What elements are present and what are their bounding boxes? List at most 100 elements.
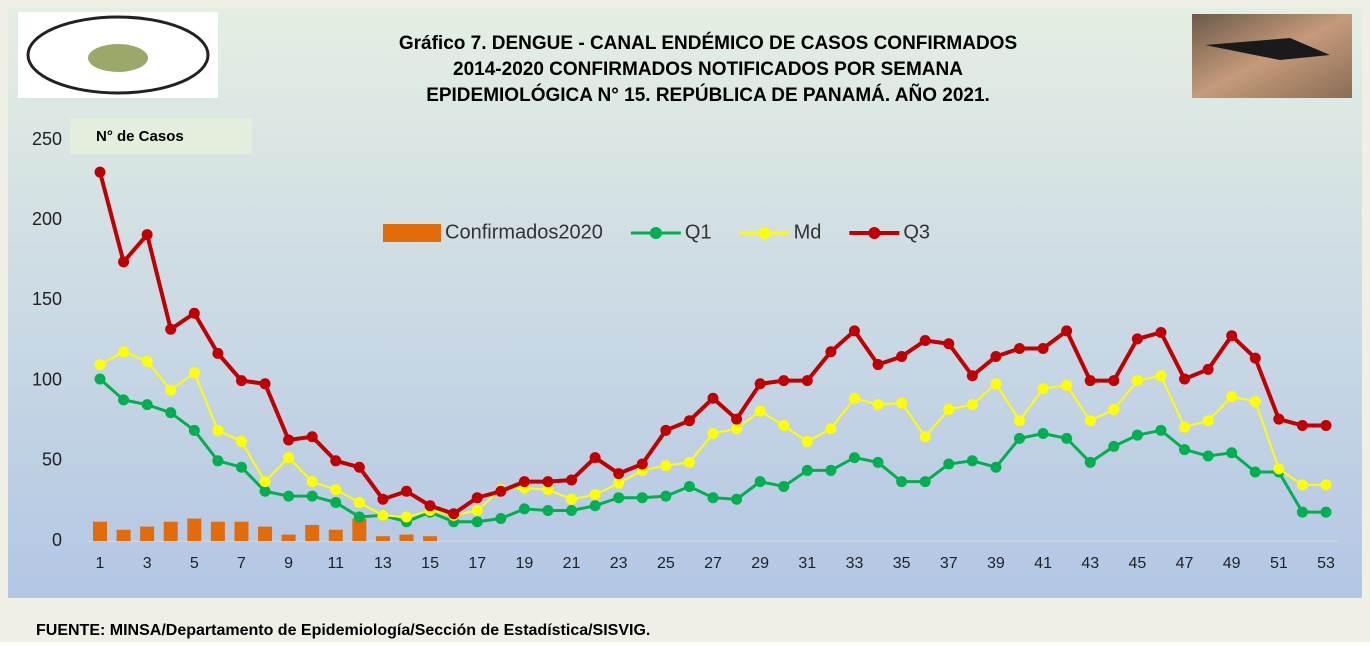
point xyxy=(872,456,884,468)
point xyxy=(1037,343,1049,355)
point xyxy=(919,476,931,488)
point xyxy=(518,503,530,515)
bar xyxy=(281,534,296,541)
point xyxy=(1061,432,1073,444)
point xyxy=(141,229,153,241)
point xyxy=(660,460,672,472)
point xyxy=(1084,456,1096,468)
point xyxy=(1037,428,1049,440)
point xyxy=(1226,391,1238,403)
bar xyxy=(187,518,202,541)
point xyxy=(778,420,790,432)
point xyxy=(707,392,719,404)
y-tick-label: 200 xyxy=(32,209,62,229)
point xyxy=(1273,413,1285,425)
point xyxy=(424,500,436,512)
point xyxy=(1179,421,1191,433)
point xyxy=(542,484,554,496)
point xyxy=(1273,463,1285,475)
point xyxy=(259,476,271,488)
chart-title: Gráfico 7. DENGUE - CANAL ENDÉMICO DE CA… xyxy=(399,32,1017,54)
bar xyxy=(423,536,438,541)
point xyxy=(1155,370,1167,382)
mosquito-shape xyxy=(1205,38,1330,60)
point xyxy=(778,480,790,492)
x-tick-label: 9 xyxy=(284,555,293,572)
bar xyxy=(163,521,178,541)
point xyxy=(707,492,719,504)
point xyxy=(801,464,813,476)
logo-map xyxy=(88,44,148,72)
point xyxy=(825,346,837,358)
point xyxy=(1037,383,1049,395)
point xyxy=(1296,420,1308,432)
point xyxy=(330,455,342,467)
point xyxy=(94,373,106,385)
point xyxy=(754,405,766,417)
point xyxy=(848,392,860,404)
point xyxy=(283,490,295,502)
x-tick-label: 43 xyxy=(1081,555,1099,572)
point xyxy=(1179,444,1191,456)
point xyxy=(1014,415,1025,427)
point xyxy=(825,423,837,435)
point xyxy=(212,455,224,467)
point xyxy=(801,375,813,387)
point xyxy=(283,452,295,464)
point xyxy=(165,407,177,419)
x-tick-label: 51 xyxy=(1270,555,1288,572)
point xyxy=(141,399,153,411)
point xyxy=(801,436,813,448)
point xyxy=(353,461,365,473)
point xyxy=(589,452,601,464)
point xyxy=(660,424,672,436)
x-tick-label: 21 xyxy=(563,555,581,572)
point xyxy=(377,509,389,521)
bar xyxy=(93,521,107,541)
point xyxy=(471,492,483,504)
point xyxy=(1202,363,1214,375)
point xyxy=(589,488,601,500)
point xyxy=(731,413,743,425)
point xyxy=(235,436,247,448)
bar xyxy=(352,518,367,541)
point xyxy=(259,378,271,390)
point xyxy=(188,307,200,319)
point xyxy=(896,351,908,363)
point xyxy=(94,359,106,371)
point xyxy=(1084,375,1096,387)
x-tick-label: 49 xyxy=(1223,555,1241,572)
x-tick-label: 35 xyxy=(893,555,911,572)
x-tick-label: 13 xyxy=(374,555,392,572)
point xyxy=(683,480,695,492)
x-tick-label: 29 xyxy=(751,555,769,572)
point xyxy=(848,452,860,464)
legend-marker xyxy=(758,227,771,239)
point xyxy=(1226,330,1238,342)
point xyxy=(118,346,130,358)
point xyxy=(966,399,978,411)
point xyxy=(306,490,318,502)
point xyxy=(943,338,955,350)
x-tick-label: 3 xyxy=(143,555,152,572)
y-axis-label: N° de Casos xyxy=(96,128,184,145)
x-tick-label: 41 xyxy=(1034,555,1052,572)
legend-swatch xyxy=(383,224,441,242)
bar xyxy=(258,526,273,541)
point xyxy=(401,485,412,497)
y-tick-label: 250 xyxy=(32,129,62,149)
x-tick-label: 15 xyxy=(421,555,439,572)
point xyxy=(990,378,1002,390)
bar xyxy=(116,529,131,541)
x-tick-label: 5 xyxy=(190,555,199,572)
point xyxy=(943,403,955,415)
point xyxy=(1084,415,1096,427)
point xyxy=(707,428,719,440)
bar xyxy=(328,529,343,541)
point xyxy=(1202,415,1214,427)
point xyxy=(589,500,601,512)
point xyxy=(1320,479,1332,491)
point xyxy=(165,384,177,396)
point xyxy=(1131,375,1143,387)
